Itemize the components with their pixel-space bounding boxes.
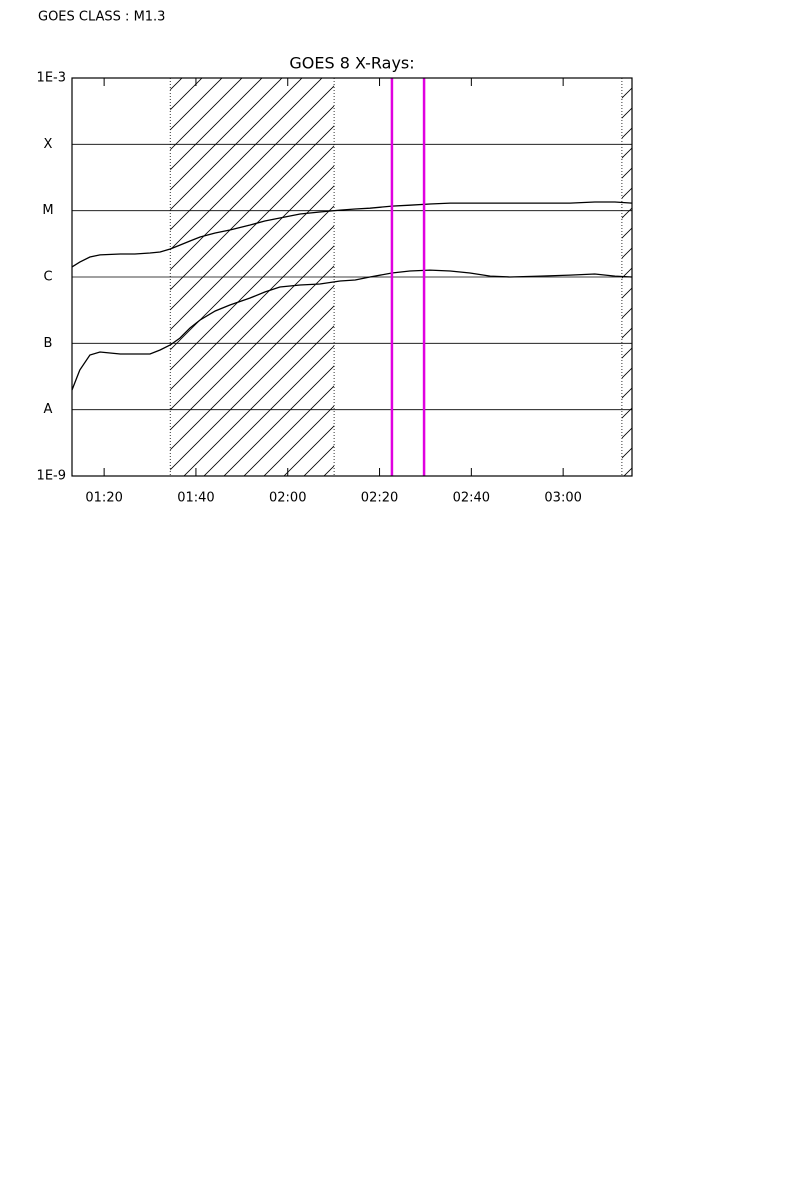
- x-tick-label: 01:40: [177, 491, 214, 506]
- x-tick-label: 02:20: [361, 491, 398, 506]
- y-tick-label: B: [44, 336, 53, 351]
- y-tick-label: M: [42, 203, 53, 218]
- flux-line: [71, 269, 633, 391]
- y-tick-label: X: [44, 137, 53, 152]
- flux-line: [71, 201, 633, 268]
- x-tick-label: 02:40: [453, 491, 490, 506]
- chart-title: GOES 8 X-Rays:: [289, 54, 414, 73]
- y-tick-label: A: [44, 402, 53, 417]
- x-tick-label: 03:00: [544, 491, 581, 506]
- plot-frame: [71, 77, 633, 477]
- x-tick-label: 02:00: [269, 491, 306, 506]
- y-tick-label: 1E-9: [37, 469, 66, 484]
- y-tick-label: 1E-3: [37, 71, 66, 86]
- y-tick-label: C: [43, 270, 52, 285]
- goes-class: GOES CLASS : M1.3: [38, 10, 165, 25]
- x-tick-label: 01:20: [85, 491, 122, 506]
